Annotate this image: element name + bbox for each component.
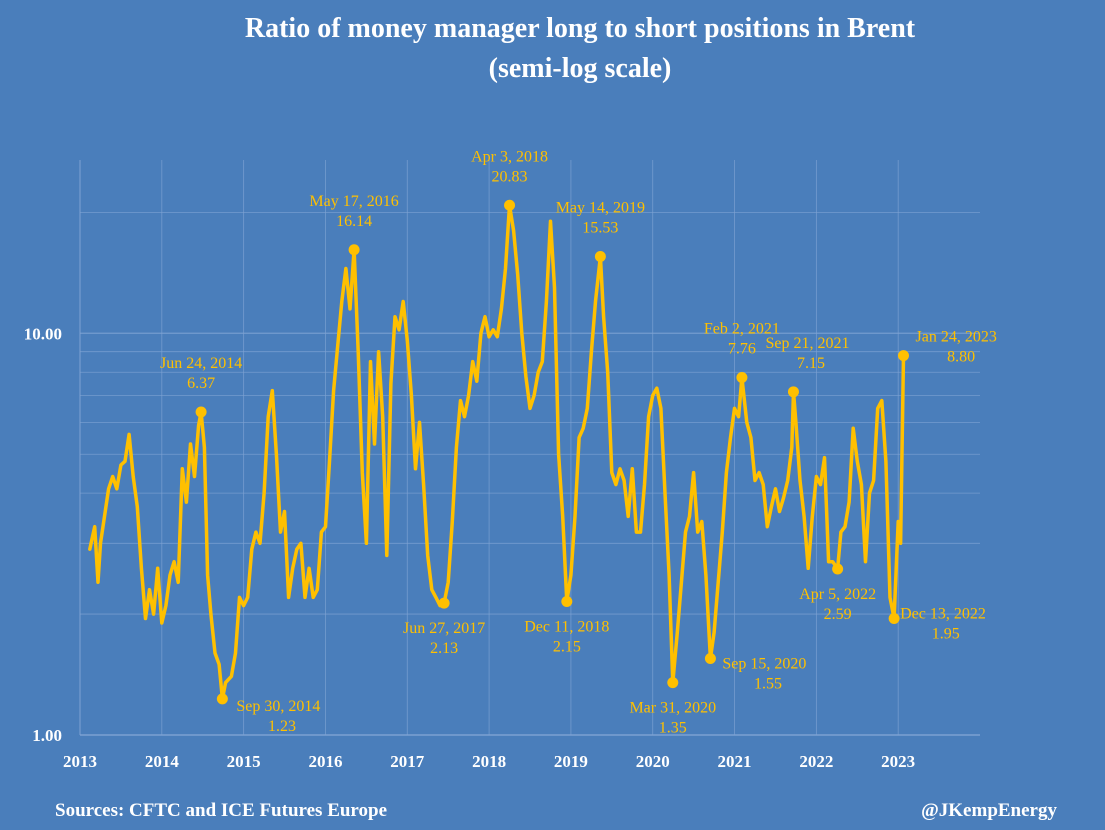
annotation-value: 2.59 bbox=[824, 606, 852, 623]
x-tick-label: 2018 bbox=[472, 752, 506, 771]
chart-title: Ratio of money manager long to short pos… bbox=[244, 13, 916, 44]
y-tick-label: 1.00 bbox=[32, 726, 62, 745]
x-tick-label: 2014 bbox=[145, 752, 180, 771]
annotation-marker bbox=[898, 350, 909, 362]
annotation-marker bbox=[504, 199, 516, 211]
chart-subtitle: (semi-log scale) bbox=[488, 53, 672, 84]
x-tick-label: 2017 bbox=[390, 752, 425, 771]
x-tick-label: 2019 bbox=[554, 752, 588, 771]
annotation-date: Jan 24, 2023 bbox=[916, 329, 997, 346]
annotation-marker bbox=[888, 612, 900, 624]
annotation-marker bbox=[787, 386, 799, 398]
y-tick-label: 10.00 bbox=[24, 324, 62, 343]
x-tick-label: 2020 bbox=[636, 752, 670, 771]
annotation-value: 1.95 bbox=[932, 625, 960, 642]
x-tick-label: 2021 bbox=[718, 752, 752, 771]
annotation-value: 15.53 bbox=[582, 219, 618, 236]
annotation-marker bbox=[736, 372, 748, 384]
annotation-date: Apr 3, 2018 bbox=[471, 148, 548, 165]
series-line bbox=[88, 203, 906, 701]
x-tick-label: 2023 bbox=[881, 752, 915, 771]
annotation-value: 20.83 bbox=[492, 168, 528, 185]
annotation-marker bbox=[561, 595, 573, 607]
annotation-date: Feb 2, 2021 bbox=[704, 321, 780, 338]
x-tick-label: 2015 bbox=[227, 752, 261, 771]
x-tick-label: 2013 bbox=[63, 752, 97, 771]
annotation-value: 8.80 bbox=[947, 349, 975, 366]
annotation-date: Sep 21, 2021 bbox=[765, 335, 849, 352]
annotation-value: 2.15 bbox=[553, 638, 581, 655]
annotation-date: Sep 30, 2014 bbox=[236, 698, 320, 715]
annotation-marker bbox=[594, 250, 606, 262]
annotation-value: 6.37 bbox=[187, 375, 215, 392]
annotation-value: 7.76 bbox=[728, 341, 756, 358]
annotation-marker bbox=[216, 693, 228, 705]
annotation-marker bbox=[667, 677, 679, 689]
annotation-date: Sep 15, 2020 bbox=[722, 656, 806, 673]
annotation-value: 1.35 bbox=[659, 720, 687, 737]
annotation-value: 1.23 bbox=[268, 718, 296, 735]
annotation-value: 7.15 bbox=[797, 355, 825, 372]
annotation-date: May 14, 2019 bbox=[556, 199, 645, 216]
source-note: Sources: CFTC and ICE Futures Europe bbox=[55, 800, 388, 821]
annotation-date: Mar 31, 2020 bbox=[629, 700, 716, 717]
annotation-value: 1.55 bbox=[754, 676, 782, 693]
annotation-marker bbox=[195, 406, 207, 418]
x-tick-label: 2022 bbox=[799, 752, 833, 771]
annotation-date: Jun 27, 2017 bbox=[403, 620, 485, 637]
annotation-value: 16.14 bbox=[336, 213, 372, 230]
annotation-date: May 17, 2016 bbox=[309, 193, 398, 210]
annotation-marker bbox=[704, 653, 716, 665]
author-handle: @JKempEnergy bbox=[921, 800, 1057, 821]
annotation-date: Apr 5, 2022 bbox=[799, 586, 876, 603]
annotation-marker bbox=[832, 563, 844, 575]
annotation-marker bbox=[348, 244, 360, 256]
annotation-value: 2.13 bbox=[430, 640, 458, 657]
annotation-marker bbox=[438, 597, 450, 609]
annotation-date: Dec 11, 2018 bbox=[524, 618, 609, 635]
x-tick-label: 2016 bbox=[308, 752, 342, 771]
annotation-date: Dec 13, 2022 bbox=[900, 605, 986, 622]
annotation-date: Jun 24, 2014 bbox=[160, 355, 242, 372]
